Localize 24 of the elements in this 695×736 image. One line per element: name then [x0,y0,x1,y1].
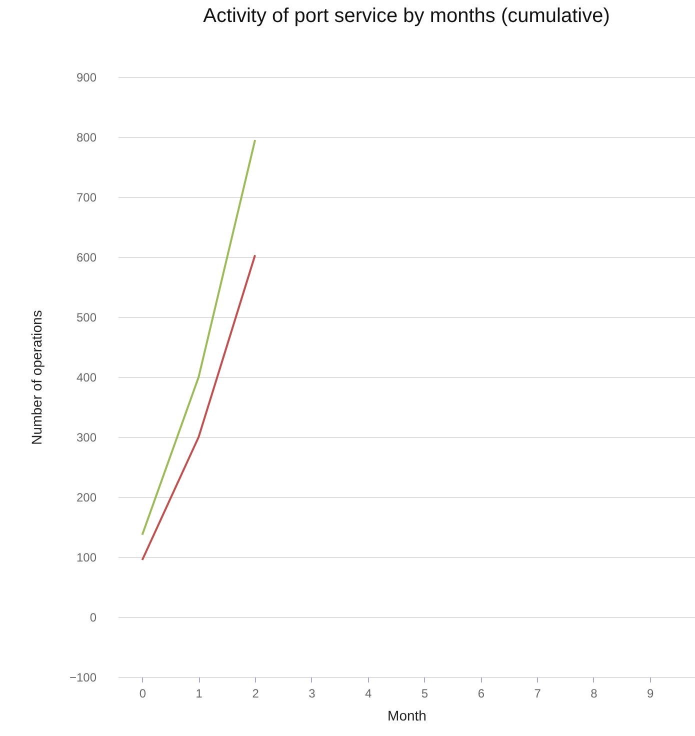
x-tick-label: 6 [478,686,485,700]
y-tick-label: 0 [90,610,97,624]
y-tick-label: 500 [76,310,97,324]
y-tick-label: −100 [69,670,97,684]
x-tick-label: 1 [196,686,203,700]
x-tick-label: 2 [252,686,260,700]
y-axis-title: Number of operations [28,310,44,445]
y-tick-label: 100 [76,550,97,564]
y-tick-label: 300 [76,430,97,444]
x-axis-title: Month [388,708,426,724]
x-tick-label: 8 [590,686,598,700]
x-tick-label: 3 [308,686,316,700]
x-tick-label: 7 [534,686,542,700]
y-tick-label: 800 [76,130,97,144]
y-tick-label: 200 [76,490,97,504]
x-tick-label: 5 [421,686,428,700]
y-tick-label: 700 [76,190,97,204]
x-tick-label: 4 [365,686,372,700]
x-tick-label: 9 [647,686,654,700]
y-tick-label: 900 [76,70,97,84]
y-tick-label: 600 [76,250,97,264]
chart-title: Activity of port service by months (cumulative) [203,5,610,27]
y-tick-label: 400 [76,370,97,384]
x-tick-label: 0 [139,686,146,700]
